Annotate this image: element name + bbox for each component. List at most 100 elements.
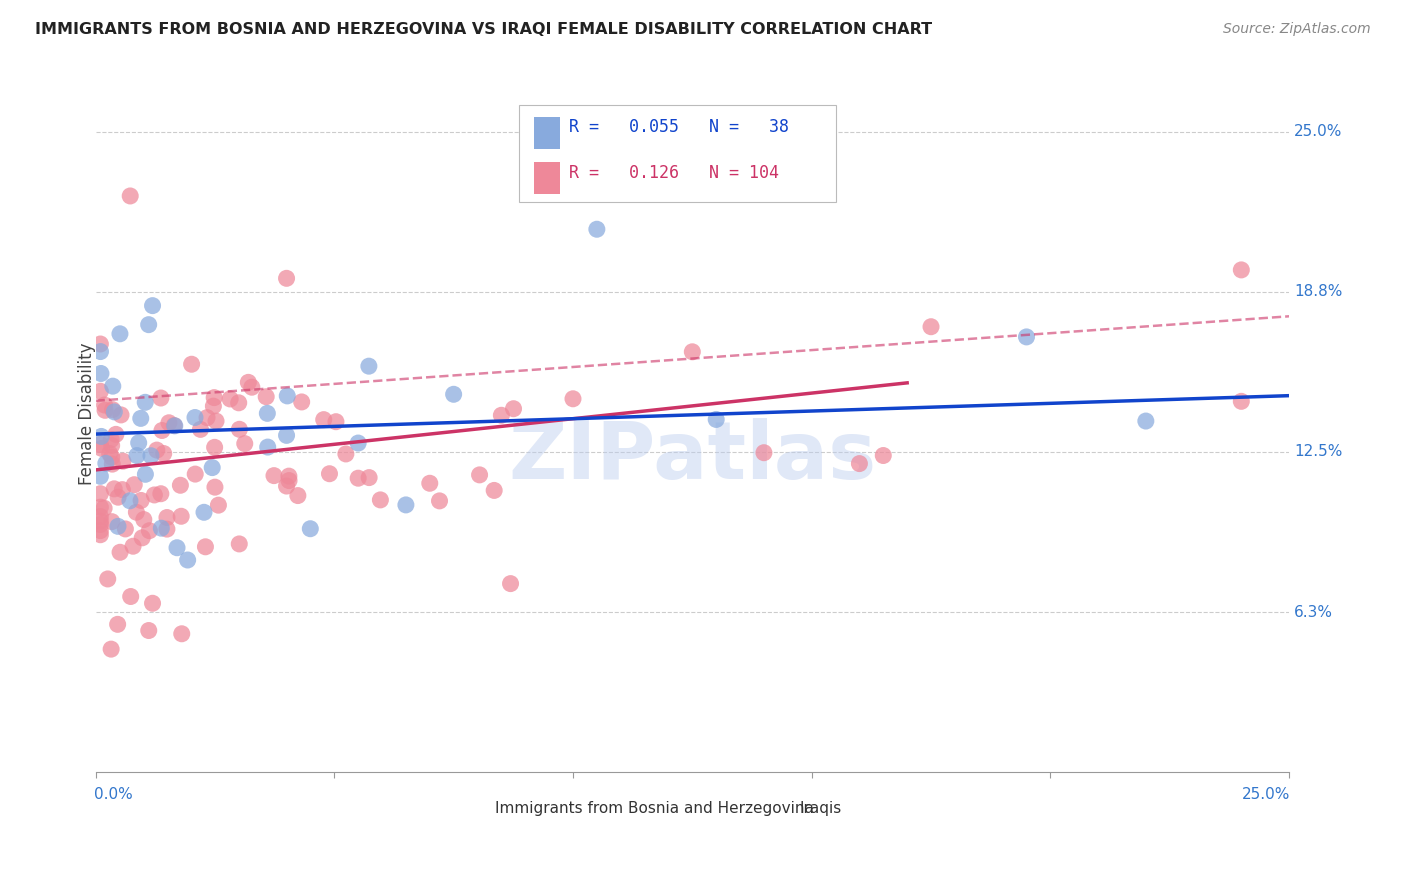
Point bbox=[207, 498, 229, 512]
Y-axis label: Female Disability: Female Disability bbox=[79, 343, 96, 485]
Point bbox=[194, 540, 217, 554]
Point bbox=[277, 469, 299, 483]
Point bbox=[107, 490, 129, 504]
Point bbox=[202, 399, 225, 413]
Point bbox=[134, 467, 156, 482]
Point bbox=[468, 467, 491, 482]
Point bbox=[143, 488, 166, 502]
Point bbox=[204, 480, 226, 494]
Text: R =   0.055   N =   38: R = 0.055 N = 38 bbox=[569, 118, 789, 136]
Point bbox=[118, 493, 141, 508]
Text: Source: ZipAtlas.com: Source: ZipAtlas.com bbox=[1223, 22, 1371, 37]
Point bbox=[104, 427, 127, 442]
Point bbox=[180, 357, 202, 371]
Point bbox=[443, 387, 465, 401]
Point bbox=[100, 642, 122, 657]
Point bbox=[125, 505, 148, 519]
Point bbox=[357, 359, 380, 373]
Point bbox=[359, 470, 381, 484]
Point bbox=[240, 380, 263, 394]
Point bbox=[491, 409, 513, 423]
Point bbox=[482, 483, 505, 498]
Point bbox=[122, 539, 145, 553]
Point bbox=[335, 447, 357, 461]
Point bbox=[129, 411, 152, 425]
Point bbox=[89, 486, 111, 500]
Point bbox=[681, 344, 703, 359]
Text: IMMIGRANTS FROM BOSNIA AND HERZEGOVINA VS IRAQI FEMALE DISABILITY CORRELATION CH: IMMIGRANTS FROM BOSNIA AND HERZEGOVINA V… bbox=[35, 22, 932, 37]
Point bbox=[1135, 414, 1157, 428]
Point bbox=[125, 449, 148, 463]
Point bbox=[256, 440, 278, 454]
Point bbox=[920, 319, 942, 334]
Point bbox=[166, 541, 188, 555]
Point bbox=[325, 415, 347, 429]
Point bbox=[562, 392, 585, 406]
Point bbox=[141, 596, 163, 610]
Point bbox=[107, 519, 129, 533]
Point bbox=[163, 418, 186, 433]
FancyBboxPatch shape bbox=[519, 105, 835, 202]
Point bbox=[419, 476, 441, 491]
Point bbox=[100, 438, 122, 452]
Point bbox=[190, 422, 212, 436]
Point bbox=[238, 376, 260, 390]
Point bbox=[256, 406, 278, 420]
Point bbox=[499, 576, 522, 591]
Point bbox=[429, 494, 451, 508]
Text: 18.8%: 18.8% bbox=[1294, 285, 1343, 300]
Point bbox=[89, 437, 111, 451]
Point bbox=[103, 482, 125, 496]
Point bbox=[139, 449, 162, 463]
Point bbox=[291, 395, 314, 409]
Point bbox=[586, 222, 609, 236]
Point bbox=[128, 435, 150, 450]
Point bbox=[184, 410, 207, 425]
Point bbox=[94, 403, 117, 417]
Point bbox=[276, 428, 298, 442]
Point bbox=[89, 344, 111, 359]
Point bbox=[89, 337, 111, 351]
Point bbox=[138, 524, 160, 538]
Text: 12.5%: 12.5% bbox=[1294, 444, 1343, 459]
Point bbox=[100, 433, 122, 447]
Point bbox=[195, 410, 218, 425]
Bar bbox=[770, 801, 792, 816]
Point bbox=[233, 436, 256, 450]
Point bbox=[89, 469, 111, 483]
Point bbox=[848, 457, 870, 471]
Point bbox=[93, 501, 115, 516]
Point bbox=[108, 545, 131, 559]
Point bbox=[219, 392, 242, 406]
Point bbox=[90, 367, 112, 381]
Text: 0.0%: 0.0% bbox=[94, 788, 134, 802]
Point bbox=[89, 514, 111, 528]
Point bbox=[103, 405, 125, 419]
Text: 25.0%: 25.0% bbox=[1241, 788, 1291, 802]
Point bbox=[276, 271, 298, 285]
Point bbox=[157, 416, 180, 430]
Point bbox=[395, 498, 418, 512]
Point bbox=[318, 467, 340, 481]
Point bbox=[149, 487, 172, 501]
Point bbox=[120, 189, 142, 203]
Point bbox=[101, 515, 124, 529]
Point bbox=[299, 522, 322, 536]
Point bbox=[278, 474, 301, 488]
Text: 25.0%: 25.0% bbox=[1294, 125, 1343, 139]
Point bbox=[176, 553, 198, 567]
Point bbox=[193, 505, 215, 519]
Point bbox=[89, 517, 111, 532]
Point bbox=[146, 443, 169, 458]
Point bbox=[89, 384, 111, 399]
Point bbox=[1015, 330, 1038, 344]
Point bbox=[347, 436, 370, 450]
Point bbox=[872, 449, 894, 463]
Point bbox=[120, 590, 142, 604]
Text: Immigrants from Bosnia and Herzegovina: Immigrants from Bosnia and Herzegovina bbox=[495, 801, 814, 816]
Point bbox=[254, 390, 277, 404]
Point bbox=[370, 492, 392, 507]
Point bbox=[90, 429, 112, 443]
Point bbox=[132, 512, 155, 526]
Point bbox=[111, 483, 134, 497]
